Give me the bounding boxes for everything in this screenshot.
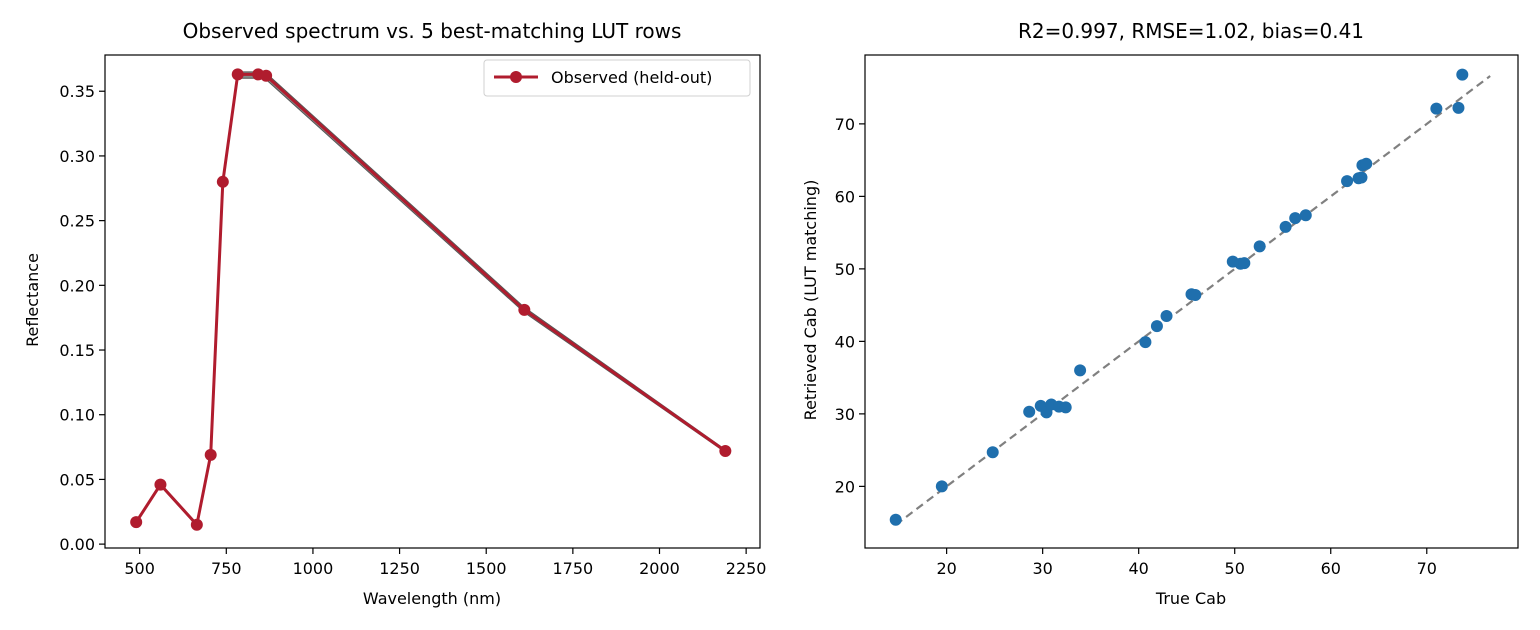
scatter-point <box>1430 102 1443 115</box>
y-tick-label: 0.10 <box>59 406 95 425</box>
spectrum-chart: Observed spectrum vs. 5 best-matching LU… <box>23 19 766 608</box>
spectrum-y-label: Reflectance <box>23 253 42 347</box>
legend-marker <box>510 71 522 83</box>
scatter-point <box>1160 310 1173 322</box>
scatter-point <box>1289 212 1302 225</box>
spectrum-y-ticks: 0.00 0.05 0.10 0.15 0.20 0.25 0.30 0.35 <box>59 82 105 554</box>
observed-series <box>130 68 732 531</box>
observed-point <box>719 444 732 457</box>
x-tick-label: 1250 <box>379 559 420 578</box>
scatter-point <box>935 480 948 493</box>
observed-point <box>216 175 229 188</box>
y-tick-label: 20 <box>835 477 855 496</box>
scatter-point <box>1059 401 1072 414</box>
scatter-point <box>1238 257 1251 270</box>
x-tick-label: 40 <box>1129 559 1149 578</box>
x-tick-label: 20 <box>936 559 956 578</box>
scatter-points <box>889 68 1469 526</box>
y-tick-label: 0.35 <box>59 82 95 101</box>
legend-label: Observed (held-out) <box>551 68 712 87</box>
scatter-y-ticks: 20 30 40 50 60 70 <box>835 115 865 496</box>
scatter-point <box>1299 209 1312 222</box>
x-tick-label: 750 <box>211 559 242 578</box>
spectrum-x-label: Wavelength (nm) <box>363 589 501 608</box>
lut-rows-band-area <box>135 71 726 528</box>
y-tick-label: 70 <box>835 115 855 134</box>
y-tick-label: 0.25 <box>59 212 95 231</box>
scatter-point <box>1139 336 1152 349</box>
x-tick-label: 30 <box>1032 559 1052 578</box>
spectrum-chart-title: Observed spectrum vs. 5 best-matching LU… <box>183 19 682 43</box>
scatter-plot-frame <box>864 54 1519 549</box>
observed-point <box>518 303 531 316</box>
y-tick-label: 0.30 <box>59 147 95 166</box>
x-tick-label: 60 <box>1321 559 1341 578</box>
scatter-point <box>1253 240 1266 253</box>
legend: Observed (held-out) <box>483 59 751 97</box>
x-tick-label: 1000 <box>293 559 334 578</box>
y-tick-label: 50 <box>835 260 855 279</box>
scatter-point <box>1355 171 1368 184</box>
y-tick-label: 0.05 <box>59 470 95 489</box>
scatter-point <box>1456 68 1469 81</box>
spectrum-plot-frame <box>104 54 761 549</box>
observed-point <box>231 68 244 81</box>
x-tick-label: 1750 <box>552 559 593 578</box>
observed-point <box>260 69 273 82</box>
scatter-point <box>986 446 999 459</box>
spectrum-x-ticks: 500 750 1000 1250 1500 1750 2000 2250 <box>124 548 766 578</box>
x-tick-label: 2000 <box>639 559 680 578</box>
x-tick-label: 70 <box>1417 559 1437 578</box>
scatter-point <box>1452 101 1465 114</box>
observed-point <box>204 448 217 461</box>
y-tick-label: 30 <box>835 405 855 424</box>
observed-point <box>154 478 167 491</box>
scatter-point <box>1150 320 1163 333</box>
y-tick-label: 60 <box>835 187 855 206</box>
scatter-point <box>1279 220 1292 233</box>
retrieval-scatter-chart: R2=0.997, RMSE=1.02, bias=0.41 20 30 40 50 6… <box>801 19 1519 608</box>
scatter-x-label: True Cab <box>1155 589 1226 608</box>
scatter-x-ticks: 20 30 40 50 60 70 <box>936 548 1437 578</box>
scatter-point <box>1023 405 1036 418</box>
x-tick-label: 2250 <box>726 559 767 578</box>
legend-box <box>483 59 751 97</box>
scatter-point <box>1189 288 1202 301</box>
y-tick-label: 0.20 <box>59 276 95 295</box>
scatter-point <box>889 513 902 526</box>
x-tick-label: 500 <box>124 559 155 578</box>
lut-rows-band <box>135 71 726 528</box>
y-tick-label: 0.00 <box>59 535 95 554</box>
scatter-point <box>1360 157 1373 170</box>
scatter-point <box>1341 175 1354 188</box>
scatter-chart-title: R2=0.997, RMSE=1.02, bias=0.41 <box>1018 19 1364 43</box>
x-tick-label: 50 <box>1225 559 1245 578</box>
y-tick-label: 0.15 <box>59 341 95 360</box>
scatter-y-label: Retrieved Cab (LUT matching) <box>801 180 820 421</box>
observed-line <box>134 72 727 527</box>
y-tick-label: 40 <box>835 332 855 351</box>
observed-point <box>130 516 143 529</box>
observed-point <box>190 518 203 531</box>
x-tick-label: 1500 <box>466 559 507 578</box>
scatter-point <box>1074 364 1087 377</box>
